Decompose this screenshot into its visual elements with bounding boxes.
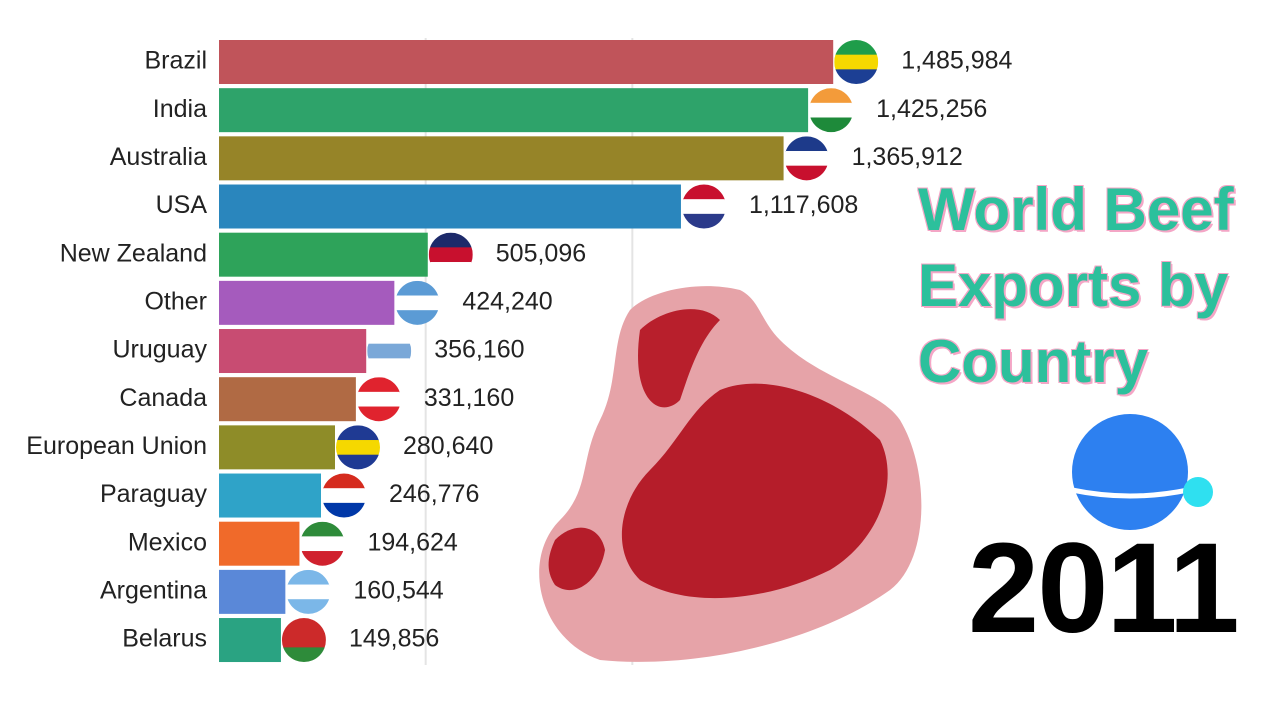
flag-stripe	[282, 618, 326, 634]
year-label: 2011	[968, 515, 1238, 662]
bar	[219, 377, 356, 421]
flag-stripe	[395, 310, 439, 326]
flag-stripe	[357, 377, 401, 393]
bar	[219, 281, 394, 325]
bar	[219, 474, 321, 518]
bar	[219, 329, 366, 373]
value-label: 280,640	[403, 432, 493, 460]
bar	[219, 233, 428, 277]
flag	[286, 570, 330, 615]
flag-stripe	[682, 199, 726, 215]
flag-stripe	[336, 440, 380, 456]
flag-stripe	[336, 455, 380, 471]
logo	[1072, 414, 1213, 530]
category-label: Uruguay	[113, 336, 208, 364]
flag-stripe	[300, 522, 344, 538]
value-label: 1,425,256	[876, 95, 987, 123]
flag-stripe	[809, 88, 853, 104]
flag	[322, 474, 366, 519]
flag	[682, 185, 726, 230]
flag	[785, 136, 829, 181]
bar	[219, 570, 285, 614]
value-label: 149,856	[349, 625, 439, 653]
value-label: 356,160	[434, 336, 524, 364]
value-label: 1,485,984	[901, 47, 1012, 75]
category-label: Canada	[119, 384, 207, 412]
category-label: Brazil	[144, 47, 207, 75]
category-label: New Zealand	[60, 239, 207, 267]
chart-title: World Beef Exports by Country	[918, 172, 1278, 400]
logo-moon	[1183, 477, 1213, 507]
flag-stripe	[367, 358, 411, 374]
flag-stripe	[286, 599, 330, 615]
category-label: European Union	[26, 432, 207, 460]
flag-stripe	[300, 551, 344, 567]
bar	[219, 40, 833, 84]
flag-stripe	[395, 296, 439, 312]
flag-stripe	[357, 392, 401, 408]
flag	[834, 40, 878, 85]
category-label: Belarus	[122, 625, 207, 653]
value-label: 194,624	[367, 528, 457, 556]
flag-stripe	[682, 214, 726, 230]
value-label: 246,776	[389, 480, 479, 508]
flag-stripe	[286, 570, 330, 586]
bar	[219, 185, 681, 229]
bar	[219, 425, 335, 469]
bar	[219, 618, 281, 662]
flag-stripe	[322, 474, 366, 490]
category-label: Paraguay	[100, 480, 208, 508]
flag-stripe	[785, 166, 829, 182]
flag	[336, 425, 380, 470]
flag	[367, 329, 411, 374]
flag-stripe	[785, 151, 829, 167]
flag	[357, 377, 401, 422]
value-label: 160,544	[353, 576, 443, 604]
flag-stripe	[395, 281, 439, 297]
flag-stripe	[834, 55, 878, 71]
flag-stripe	[834, 40, 878, 56]
flag-stripe	[682, 185, 726, 201]
category-label: Other	[144, 287, 207, 315]
flag-stripe	[429, 247, 473, 263]
flag-stripe	[282, 647, 326, 663]
flag	[429, 233, 473, 278]
category-label: USA	[156, 191, 208, 219]
flag-stripe	[367, 344, 411, 360]
value-label: 505,096	[496, 239, 586, 267]
flag-stripe	[286, 585, 330, 601]
flag-stripe	[809, 103, 853, 119]
flag-stripe	[809, 118, 853, 134]
value-label: 331,160	[424, 384, 514, 412]
steak-illustration	[539, 286, 921, 662]
flag	[809, 88, 853, 133]
flag-stripe	[785, 136, 829, 152]
flag-stripe	[322, 503, 366, 519]
flag-stripe	[300, 536, 344, 552]
flag-stripe	[336, 425, 380, 441]
bar	[219, 88, 808, 132]
flag-stripe	[429, 233, 473, 249]
value-label: 1,365,912	[852, 143, 963, 171]
category-label: India	[153, 95, 207, 123]
flag-stripe	[357, 407, 401, 423]
category-label: Mexico	[128, 528, 207, 556]
flag-stripe	[322, 488, 366, 504]
bar	[219, 522, 299, 566]
flag-stripe	[834, 69, 878, 85]
value-label: 1,117,608	[749, 191, 858, 219]
flag-stripe	[429, 262, 473, 278]
flag-stripe	[282, 633, 326, 649]
flag	[300, 522, 344, 567]
logo-globe	[1072, 414, 1188, 530]
category-label: Argentina	[100, 576, 207, 604]
flag	[395, 281, 439, 326]
bar	[219, 136, 784, 180]
category-label: Australia	[110, 143, 207, 171]
flag-stripe	[367, 329, 411, 345]
flag	[282, 618, 326, 663]
value-label: 424,240	[462, 287, 552, 315]
